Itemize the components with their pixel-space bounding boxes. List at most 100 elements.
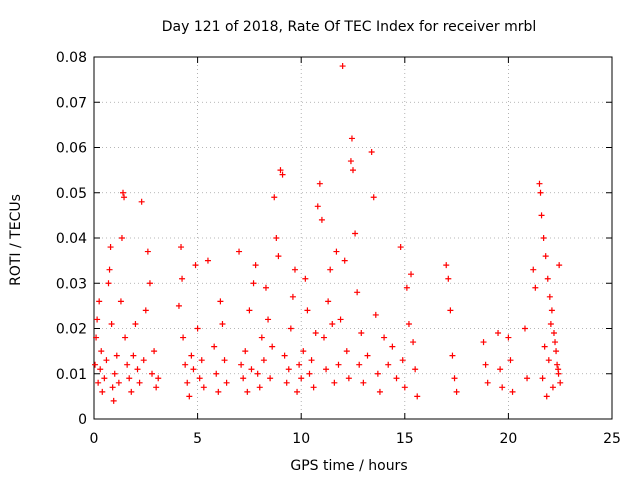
data-point — [198, 357, 205, 364]
data-point — [204, 257, 211, 264]
data-point — [327, 266, 334, 273]
data-point — [118, 235, 125, 241]
y-tick-label: 0.06 — [56, 141, 87, 157]
data-point — [354, 289, 361, 296]
data-point — [372, 311, 379, 318]
data-point — [304, 307, 311, 314]
data-point — [153, 384, 160, 391]
data-point — [98, 348, 105, 355]
data-point — [403, 284, 410, 291]
data-point — [294, 388, 301, 395]
data-point — [385, 361, 392, 368]
data-point — [374, 370, 381, 377]
data-point — [364, 352, 371, 359]
data-point — [267, 375, 274, 382]
data-point — [345, 375, 352, 382]
data-point — [316, 180, 323, 187]
data-point — [254, 370, 261, 377]
data-point — [106, 266, 113, 273]
data-point — [333, 248, 340, 255]
data-point — [221, 357, 228, 364]
data-point — [215, 388, 222, 395]
data-point — [99, 388, 106, 395]
data-point — [175, 302, 182, 309]
data-point — [540, 235, 547, 241]
data-point — [190, 366, 197, 373]
data-point — [93, 334, 100, 341]
data-point — [414, 393, 421, 400]
x-tick-label: 20 — [499, 431, 517, 447]
data-point — [95, 379, 102, 386]
data-point — [509, 388, 516, 395]
data-point — [113, 352, 120, 359]
data-point — [285, 366, 292, 373]
data-point — [260, 357, 267, 364]
x-tick-label: 25 — [603, 431, 621, 447]
data-point — [549, 384, 556, 391]
data-point — [291, 266, 298, 273]
data-point — [393, 375, 400, 382]
data-point — [341, 257, 348, 264]
data-point — [136, 379, 143, 386]
x-tick-label: 15 — [396, 431, 414, 447]
data-point — [265, 316, 272, 323]
data-point — [134, 366, 141, 373]
data-point — [412, 366, 419, 373]
data-point — [273, 235, 280, 241]
data-point — [358, 330, 365, 337]
data-point — [192, 262, 199, 269]
data-point — [213, 370, 220, 377]
data-point — [186, 393, 193, 400]
data-point — [408, 271, 415, 278]
data-point — [541, 343, 548, 350]
data-point — [300, 348, 307, 355]
data-point — [144, 248, 151, 255]
data-point — [350, 167, 356, 174]
data-point — [306, 370, 313, 377]
data-point — [325, 298, 332, 305]
data-point — [283, 379, 290, 386]
data-point — [128, 388, 135, 395]
data-point — [109, 384, 116, 391]
data-point — [130, 352, 137, 359]
data-point — [360, 379, 367, 386]
data-point — [244, 388, 251, 395]
data-point — [554, 361, 561, 368]
data-point — [250, 280, 257, 287]
data-point — [151, 348, 158, 355]
chart-title: Day 121 of 2018, Rate Of TEC Index for r… — [162, 19, 537, 35]
data-point — [179, 275, 186, 282]
data-point — [219, 320, 226, 327]
data-point — [318, 216, 325, 223]
data-point — [188, 352, 195, 359]
data-point — [242, 348, 249, 355]
data-point — [397, 244, 404, 251]
data-point — [368, 149, 375, 156]
data-point — [310, 384, 317, 391]
data-point — [348, 135, 355, 142]
data-point — [178, 244, 185, 251]
data-point — [343, 348, 350, 355]
data-point — [507, 357, 514, 364]
data-point — [96, 298, 103, 305]
data-point — [449, 352, 456, 359]
data-point — [97, 366, 104, 373]
data-point — [495, 330, 502, 337]
data-point — [556, 262, 563, 269]
data-point — [497, 366, 504, 373]
data-point — [524, 375, 531, 382]
data-point — [142, 307, 149, 314]
x-tick-label: 5 — [193, 431, 202, 447]
data-point — [248, 366, 255, 373]
x-axis-label: GPS time / hours — [290, 458, 407, 474]
data-point — [252, 262, 259, 269]
data-point — [108, 320, 115, 327]
data-point — [320, 334, 327, 341]
data-point — [482, 361, 489, 368]
data-point — [542, 253, 549, 260]
data-point — [110, 397, 117, 404]
y-tick-label: 0.07 — [56, 95, 87, 111]
data-point — [335, 361, 342, 368]
data-point — [281, 352, 288, 359]
